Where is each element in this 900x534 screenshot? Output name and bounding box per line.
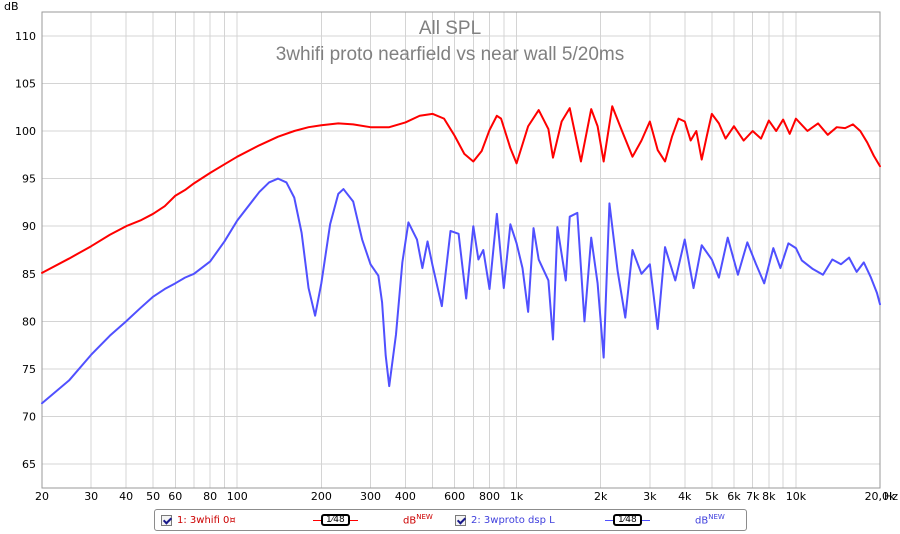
x-tick-label: 8k — [762, 490, 776, 503]
x-tick-label: 6k — [727, 490, 741, 503]
y-axis-label: dB — [4, 0, 19, 13]
y-tick-label: 85 — [22, 268, 36, 281]
legend-label-1: 1: 3whifi 0¤ — [177, 514, 236, 526]
y-tick-label: 90 — [22, 220, 36, 233]
x-tick-label: 30 — [84, 490, 98, 503]
x-tick-label: 100 — [227, 490, 248, 503]
y-tick-label: 110 — [15, 30, 36, 43]
y-tick-label: 80 — [22, 315, 36, 328]
x-axis-label: Hz — [884, 490, 898, 503]
checkbox-checked-icon[interactable] — [161, 514, 172, 526]
chart-subtitle: 3whifi proto nearfield vs near wall 5/20… — [276, 44, 625, 65]
legend-label-2: 2: 3wproto dsp L — [471, 514, 555, 526]
legend-item-1[interactable]: 1: 3whifi 0¤ — [161, 510, 236, 530]
x-tick-label: 4k — [678, 490, 692, 503]
smoothing-control-1[interactable]: 1⁄48 — [313, 513, 358, 527]
x-tick-label: 60 — [168, 490, 182, 503]
checkbox-checked-icon[interactable] — [455, 514, 466, 526]
y-tick-label: 70 — [22, 411, 36, 424]
x-tick-label: 2k — [594, 490, 608, 503]
x-tick-label: 50 — [146, 490, 160, 503]
legend: 1: 3whifi 0¤ 1⁄48 dBNEW 2: 3wproto dsp L… — [154, 509, 747, 531]
x-tick-label: 600 — [444, 490, 465, 503]
x-tick-label: 1k — [510, 490, 524, 503]
x-tick-label: 7k — [746, 490, 760, 503]
series-group — [41, 105, 881, 405]
legend-item-2[interactable]: 2: 3wproto dsp L — [455, 510, 555, 530]
x-tick-label: 300 — [360, 490, 381, 503]
x-tick-label: 5k — [705, 490, 719, 503]
x-tick-label: 200 — [311, 490, 332, 503]
axes: 65 70 75 80 85 90 95 100 105 110 20 30 40 50 60 80 100 20… — [15, 11, 896, 503]
x-tick-label: 10k — [786, 490, 807, 503]
smoothing-badge-1: 1⁄48 — [321, 514, 350, 526]
y-tick-label: 105 — [15, 77, 36, 90]
chart-title: All SPL — [419, 18, 481, 39]
unit-label-1: dBNEW — [403, 513, 433, 527]
x-tick-label: 20 — [35, 490, 49, 503]
x-tick-label: 20,0k — [865, 490, 896, 503]
series-line-2 — [41, 177, 881, 405]
y-tick-label: 95 — [22, 173, 36, 186]
y-tick-label: 75 — [22, 363, 36, 376]
x-tick-label: 400 — [395, 490, 416, 503]
series-line-1 — [41, 105, 881, 274]
x-tick-label: 3k — [643, 490, 657, 503]
y-tick-label: 65 — [22, 458, 36, 471]
plot-frame — [41, 11, 881, 489]
smoothing-badge-2: 1⁄48 — [613, 514, 642, 526]
x-tick-label: 800 — [479, 490, 500, 503]
unit-label-2: dBNEW — [695, 513, 725, 527]
y-tick-label: 100 — [15, 125, 36, 138]
smoothing-control-2[interactable]: 1⁄48 — [605, 513, 650, 527]
grid — [41, 12, 881, 488]
x-tick-label: 40 — [119, 490, 133, 503]
x-tick-label: 80 — [203, 490, 217, 503]
